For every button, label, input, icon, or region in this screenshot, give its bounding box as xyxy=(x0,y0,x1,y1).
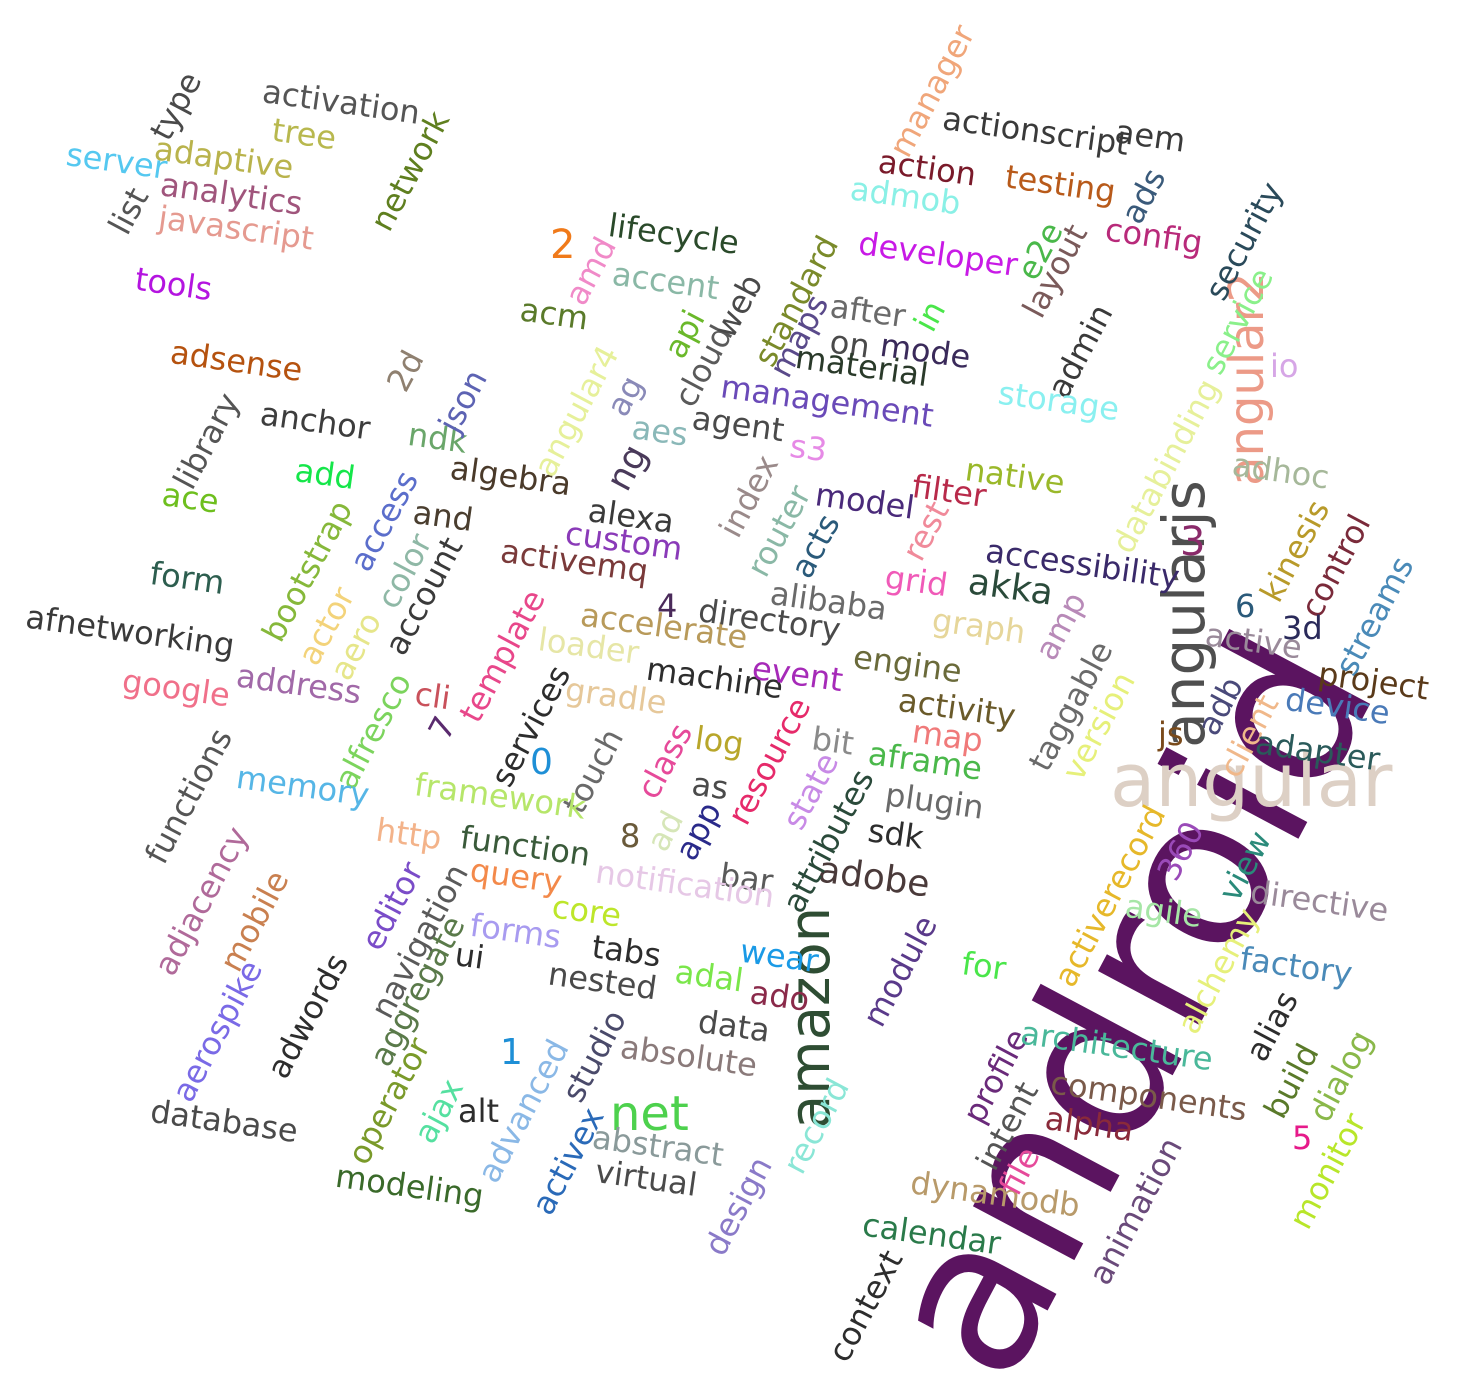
word-and: and xyxy=(410,492,476,540)
word-3d: 3d xyxy=(1282,609,1323,647)
word-accent: accent xyxy=(609,254,722,308)
word-add: add xyxy=(292,450,358,498)
word-graph: graph xyxy=(929,600,1028,652)
word-2d: 2d xyxy=(379,344,432,398)
word-s3: s3 xyxy=(787,426,830,470)
word-framework: framework xyxy=(412,765,589,827)
word-ui: ui xyxy=(452,935,487,977)
word-8: 8 xyxy=(620,817,641,855)
word-engine: engine xyxy=(850,637,965,691)
word-adal: adal xyxy=(672,952,746,1000)
word-http: http xyxy=(373,810,445,858)
word-manager: manager xyxy=(881,18,983,164)
word-log: log xyxy=(692,718,747,764)
word-google: google xyxy=(119,661,233,715)
word-modeling: modeling xyxy=(333,1156,487,1216)
word-tools: tools xyxy=(132,259,215,309)
word-net: net xyxy=(610,1086,689,1142)
word-actionscript: actionscript xyxy=(940,99,1132,163)
word-2: 2 xyxy=(550,222,576,268)
word-form: form xyxy=(147,553,227,603)
word-list: list xyxy=(100,181,157,241)
word-lifecycle: lifecycle xyxy=(605,206,742,262)
word-anchor: anchor xyxy=(257,394,373,448)
word-module: module xyxy=(855,909,945,1033)
word-7: 7 xyxy=(420,710,464,746)
word-json: json xyxy=(430,363,495,439)
word-sdk: sdk xyxy=(865,811,926,857)
word-bit: bit xyxy=(809,719,857,763)
word-io: io xyxy=(1270,347,1299,385)
word-grid: grid xyxy=(882,557,951,605)
word-ado: ado xyxy=(747,973,812,1019)
word-testing: testing xyxy=(1002,157,1119,211)
word-adsense: adsense xyxy=(168,332,305,390)
word-config: config xyxy=(1102,210,1206,262)
word-js: js xyxy=(1158,715,1184,753)
word-for: for xyxy=(959,944,1009,988)
word-5: 5 xyxy=(1292,1119,1313,1157)
word-adwords: adwords xyxy=(259,947,357,1085)
word-database: database xyxy=(148,1091,301,1151)
word-as: as xyxy=(689,764,731,808)
word-wear: wear xyxy=(737,931,821,981)
word-angular: angular xyxy=(1110,738,1393,824)
word-adhoc: adhoc xyxy=(1229,445,1332,497)
word-aes: aes xyxy=(629,408,691,454)
word-aerospike: aerospike xyxy=(164,953,271,1109)
word-6: 6 xyxy=(1235,587,1256,625)
word-3: 3 xyxy=(1180,519,1206,565)
word-agile: agile xyxy=(1122,886,1205,936)
word-storage: storage xyxy=(995,373,1122,429)
word-afnetworking: afnetworking xyxy=(23,597,237,665)
word-developer: developer xyxy=(856,224,1021,284)
word-4: 4 xyxy=(657,587,678,625)
word-cli: cli xyxy=(412,674,453,718)
word-1: 1 xyxy=(500,1032,523,1073)
word-0: 0 xyxy=(530,742,553,783)
word-aem: aem xyxy=(1112,112,1188,160)
word-alt: alt xyxy=(458,1092,500,1130)
word-class: class xyxy=(629,717,701,805)
word-ace: ace xyxy=(159,475,222,521)
word-app: app xyxy=(667,795,730,867)
